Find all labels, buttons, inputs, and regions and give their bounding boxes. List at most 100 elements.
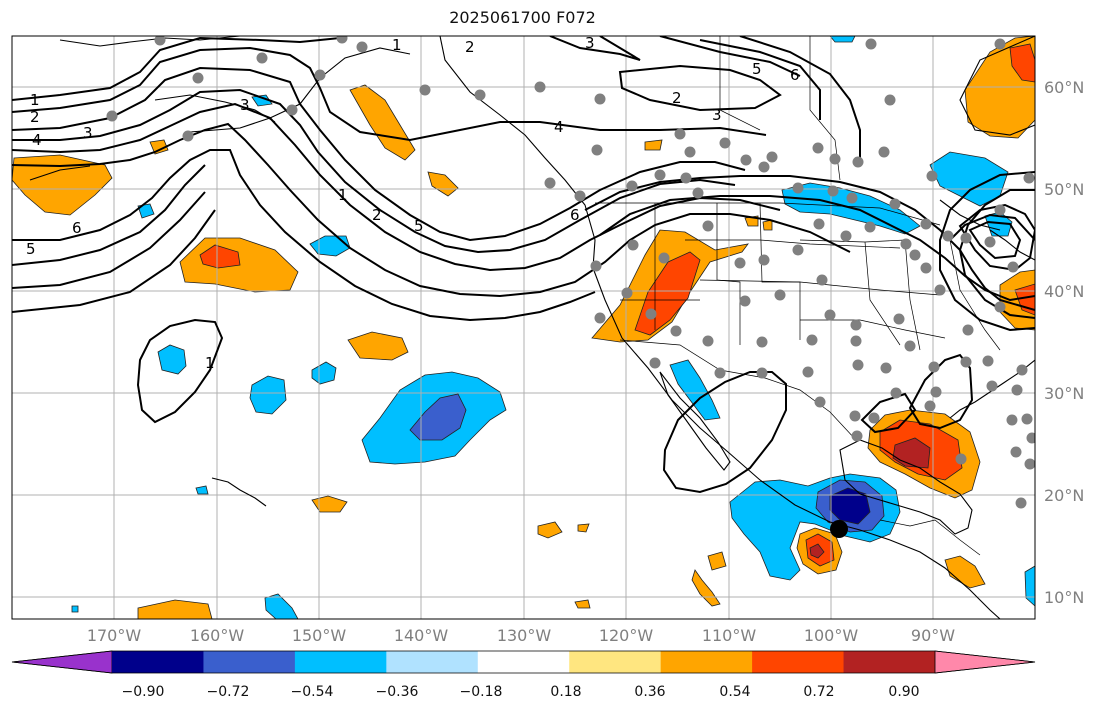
colorbar-band [752, 651, 845, 673]
station-dot [1026, 432, 1035, 444]
station-dot [544, 177, 556, 189]
station-dot [816, 274, 828, 286]
contour-label: 3 [83, 124, 93, 142]
station-dot [852, 156, 864, 168]
contour-label: 6 [72, 219, 82, 237]
lon-label-110w: 110°W [701, 626, 757, 645]
station-dot [962, 324, 974, 336]
contour-label: 2 [672, 89, 682, 107]
lat-label-30n: 30°N [1044, 384, 1085, 403]
station-dot [658, 252, 670, 264]
station-dot [930, 386, 942, 398]
station-dot [1015, 497, 1027, 509]
contour-label: 4 [554, 118, 564, 136]
station-dot [419, 84, 431, 96]
station-dot [827, 185, 839, 197]
station-dot [955, 453, 967, 465]
station-dot [889, 198, 901, 210]
political-borders [595, 36, 1001, 556]
station-dot [758, 161, 770, 173]
lat-label-20n: 20°N [1044, 486, 1085, 505]
colorbar-band [386, 651, 479, 673]
station-dot [1023, 172, 1035, 184]
station-dot [356, 41, 368, 53]
contour-label: 3 [585, 34, 595, 52]
station-dot [1021, 413, 1033, 425]
colorbar-tick: −0.72 [206, 684, 250, 700]
station-dot [792, 244, 804, 256]
station-dot [719, 137, 731, 149]
station-dot [626, 180, 638, 192]
contour-label: 5 [26, 240, 36, 258]
station-dot [994, 38, 1006, 50]
contour-label: 4 [32, 131, 42, 149]
colorbar-band [477, 651, 570, 673]
station-dot [926, 170, 938, 182]
lon-label-170w: 170°W [86, 626, 142, 645]
station-dot [734, 257, 746, 269]
station-dot [256, 52, 268, 64]
colorbar-tick: 0.72 [803, 684, 835, 700]
contour-label: 2 [30, 108, 40, 126]
station-dot [714, 367, 726, 379]
station-dot [1006, 414, 1018, 426]
station-dot [1024, 458, 1035, 470]
station-dot [627, 239, 639, 251]
station-dot [702, 335, 714, 347]
station-dot [884, 94, 896, 106]
station-dot [670, 325, 682, 337]
station-dot [1007, 261, 1019, 273]
station-dot [893, 313, 905, 325]
station-dot [850, 319, 862, 331]
station-dot [756, 336, 768, 348]
lat-label-50n: 50°N [1044, 180, 1085, 199]
station-dot [756, 367, 768, 379]
station-dot [960, 356, 972, 368]
station-dot [814, 396, 826, 408]
lon-label-90w: 90°W [910, 626, 956, 645]
contour-label: 6 [790, 66, 800, 84]
station-dot [336, 36, 348, 44]
colorbar-extend-low [11, 650, 113, 674]
station-dot [900, 238, 912, 250]
station-dot [850, 335, 862, 347]
colorbar-tick: −0.36 [375, 684, 419, 700]
station-dot [904, 340, 916, 352]
station-dot [649, 357, 661, 369]
contour-label: 2 [465, 38, 475, 56]
contour-label: 5 [752, 60, 762, 78]
station-dot [942, 230, 954, 242]
lat-label-60n: 60°N [1044, 78, 1085, 97]
colorbar-band [294, 651, 387, 673]
station-dot [684, 146, 696, 158]
map-title: 2025061700 F072 [449, 8, 596, 27]
station-dot [314, 69, 326, 81]
station-dots [106, 36, 1035, 509]
station-dot [868, 412, 880, 424]
contour-label: 5 [414, 217, 424, 235]
station-dot [680, 172, 692, 184]
station-dot [154, 36, 166, 46]
station-dot [645, 308, 657, 320]
station-dot [740, 154, 752, 166]
station-dot [982, 355, 994, 367]
station-dot [1016, 364, 1028, 376]
colorbar-band [112, 651, 204, 673]
colorbar-band [843, 651, 936, 673]
station-dot [920, 262, 932, 274]
station-dot [851, 430, 863, 442]
station-dot [849, 410, 861, 422]
station-dot [890, 387, 902, 399]
colorbar-extend-high [934, 650, 1036, 674]
station-dot [774, 289, 786, 301]
station-dot [674, 128, 686, 140]
lon-label-130w: 130°W [496, 626, 552, 645]
station-dot [621, 287, 633, 299]
colorbar-tick: −0.54 [290, 684, 334, 700]
station-dot [286, 104, 298, 116]
colorbar-tick: 0.18 [550, 684, 582, 700]
colorbar-tick: −0.90 [121, 684, 165, 700]
station-dot [934, 284, 946, 296]
contour-label: 6 [570, 206, 580, 224]
station-dot [813, 218, 825, 230]
